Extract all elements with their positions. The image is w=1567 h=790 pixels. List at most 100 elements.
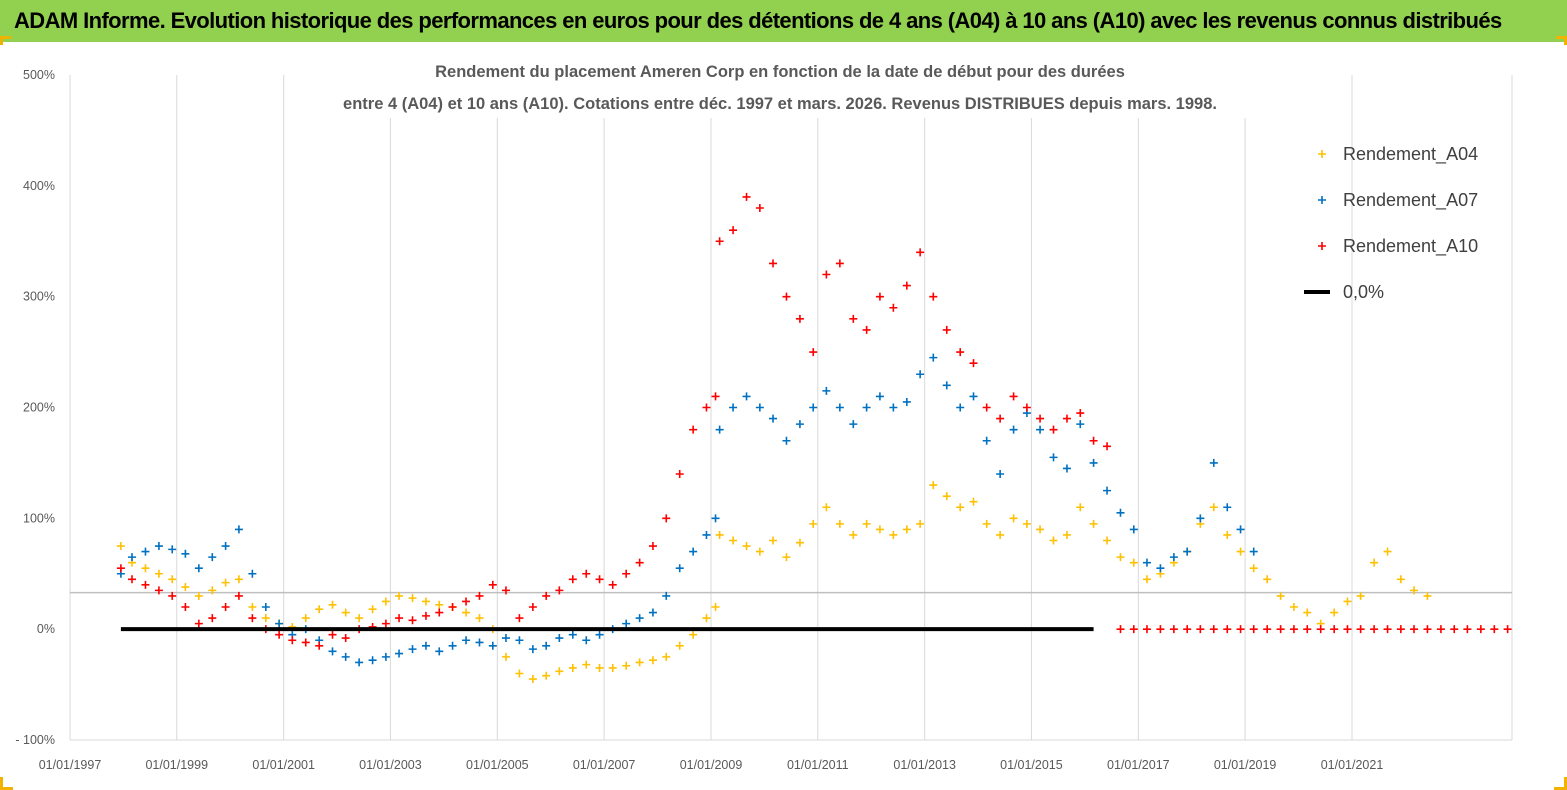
data-point	[1089, 436, 1098, 445]
data-point	[1022, 519, 1031, 528]
data-point	[154, 569, 163, 578]
data-point	[555, 634, 564, 643]
data-point	[261, 614, 270, 623]
report-banner: ADAM Informe. Evolution historique des p…	[0, 0, 1567, 42]
data-point	[1503, 625, 1512, 634]
data-point	[475, 638, 484, 647]
data-point	[689, 547, 698, 556]
data-point	[1103, 536, 1112, 545]
series-Rendement_A07	[116, 353, 1258, 667]
corner-marker-bottom-right	[1554, 777, 1567, 790]
data-point	[595, 630, 604, 639]
data-point	[889, 303, 898, 312]
data-point	[181, 603, 190, 611]
data-point	[1142, 558, 1151, 567]
data-point	[982, 403, 991, 412]
data-point	[689, 630, 698, 639]
data-point	[1129, 558, 1138, 567]
data-point	[501, 634, 510, 643]
data-point	[916, 370, 925, 379]
data-point	[702, 403, 711, 412]
data-point	[168, 591, 177, 600]
data-point	[315, 605, 324, 614]
data-point	[1076, 409, 1085, 418]
data-point	[1343, 597, 1352, 606]
data-point	[849, 314, 858, 323]
data-point	[608, 580, 617, 589]
data-point	[515, 636, 524, 645]
data-point	[622, 619, 631, 628]
data-point	[782, 436, 791, 445]
data-point	[501, 586, 510, 595]
data-point	[435, 608, 444, 617]
data-point	[448, 641, 457, 650]
data-point	[1209, 625, 1218, 634]
data-point	[194, 564, 203, 573]
x-tick-label: 01/01/1999	[145, 758, 208, 772]
data-point	[1263, 575, 1272, 584]
data-point	[769, 536, 778, 545]
data-point	[381, 652, 390, 661]
data-point	[408, 616, 417, 625]
data-point	[1022, 403, 1031, 412]
data-point	[711, 603, 720, 611]
data-point	[755, 403, 764, 412]
data-point	[1209, 458, 1218, 467]
data-point	[248, 603, 257, 611]
legend-label: Rendement_A04	[1343, 144, 1478, 165]
data-point	[555, 586, 564, 595]
chart-canvas: 01/01/1997 01/01/1999 01/01/2001 01/01/2003…	[15, 56, 1513, 772]
data-point	[729, 536, 738, 545]
data-point	[662, 591, 671, 600]
x-tick-label: 01/01/2009	[680, 758, 743, 772]
data-point	[782, 292, 791, 301]
data-point	[862, 403, 871, 412]
data-point	[929, 292, 938, 301]
x-tick-label: 01/01/2011	[787, 758, 849, 772]
data-point	[1436, 625, 1445, 634]
legend: Rendement_A04 Rendement_A07 Rendement_A10 0…	[1304, 144, 1478, 302]
data-point	[368, 605, 377, 614]
data-point	[662, 514, 671, 523]
data-point	[1276, 625, 1285, 634]
data-point	[168, 545, 177, 554]
data-point	[1383, 625, 1392, 634]
data-point	[1236, 547, 1245, 556]
data-point	[715, 425, 724, 434]
y-tick-label: 400%	[23, 179, 55, 193]
chart-title-background	[312, 56, 1262, 118]
data-point	[1169, 625, 1178, 634]
data-point	[234, 525, 243, 534]
data-point	[1142, 575, 1151, 584]
data-point	[1116, 508, 1125, 517]
data-point	[435, 647, 444, 656]
data-point	[742, 192, 751, 201]
data-point	[488, 641, 497, 650]
data-point	[328, 630, 337, 639]
data-point	[208, 614, 217, 623]
data-point	[341, 634, 350, 643]
data-point	[181, 583, 190, 592]
data-point	[702, 530, 711, 539]
x-tick-label: 01/01/2019	[1214, 758, 1277, 772]
data-point	[1263, 625, 1272, 634]
data-point	[1490, 625, 1499, 634]
data-point	[381, 597, 390, 606]
data-point	[809, 403, 818, 412]
legend-item: Rendement_A04	[1318, 144, 1478, 165]
data-point	[488, 580, 497, 589]
data-point	[742, 392, 751, 401]
data-point	[1330, 608, 1339, 617]
data-point	[942, 492, 951, 501]
data-point	[1183, 625, 1192, 634]
data-point	[942, 325, 951, 334]
data-point	[1169, 553, 1178, 562]
data-point	[568, 630, 577, 639]
data-point	[528, 603, 537, 611]
data-point	[528, 675, 537, 684]
data-point	[395, 614, 404, 623]
data-point	[782, 553, 791, 562]
data-point	[355, 614, 364, 623]
y-tick-label: - 100%	[15, 733, 55, 747]
data-point	[835, 403, 844, 412]
